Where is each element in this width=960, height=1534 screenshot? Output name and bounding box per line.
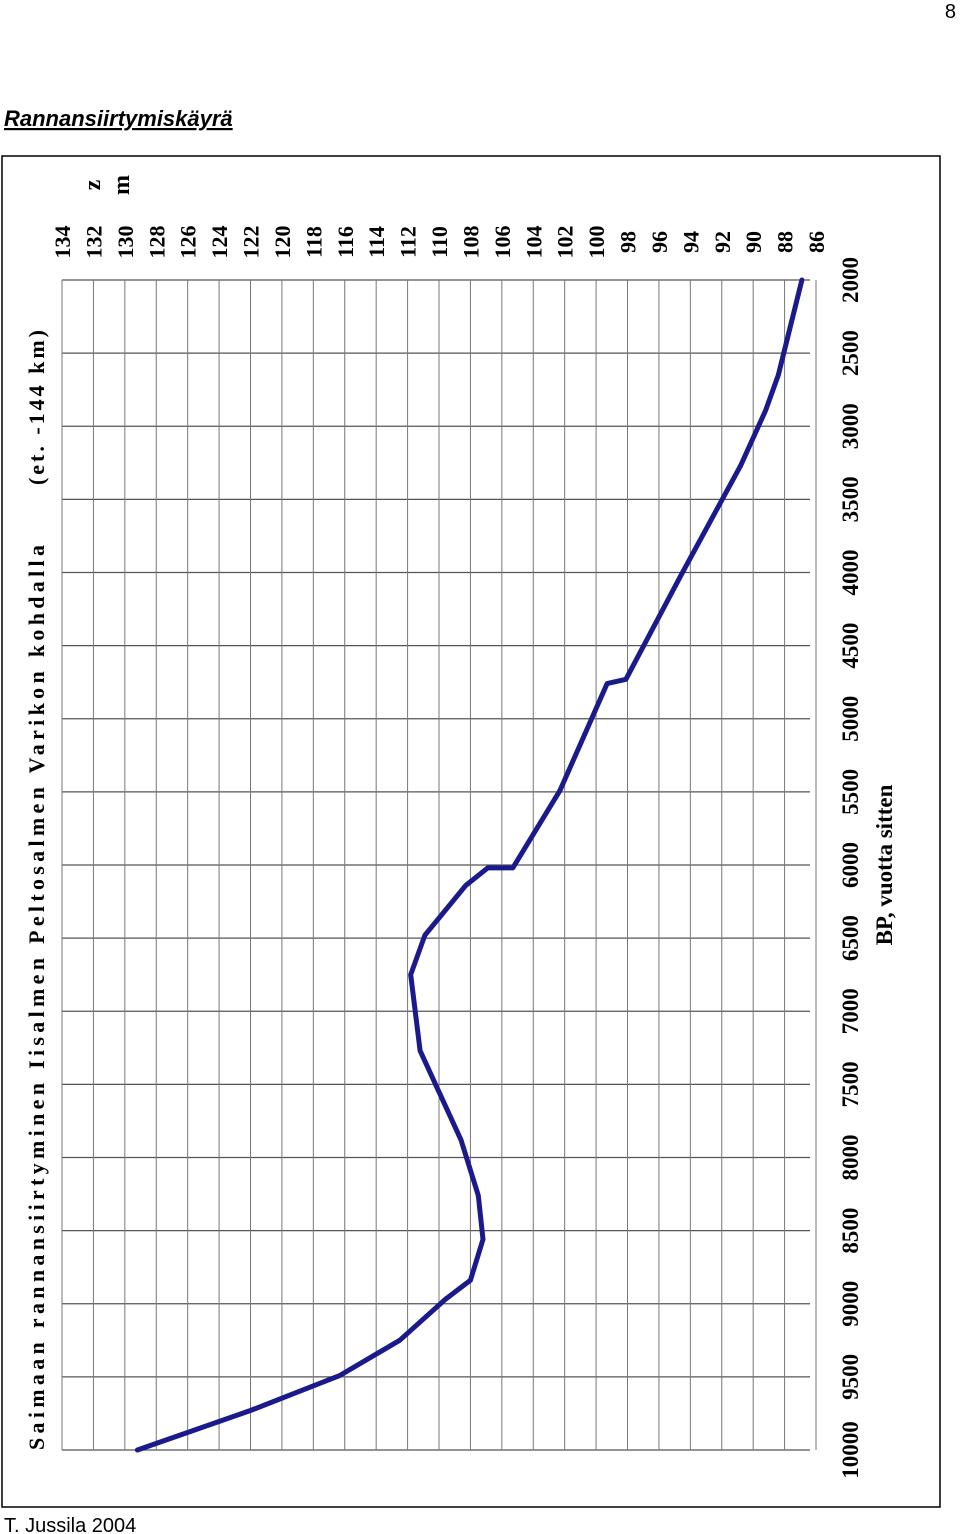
x-tick-label: 3000	[838, 403, 863, 449]
x-tick-label: 9000	[838, 1281, 863, 1327]
y-tick-label: 102	[553, 226, 578, 259]
y-tick-label: 96	[647, 231, 672, 253]
y-tick-label: 126	[176, 226, 201, 259]
x-tick-label: 10000	[838, 1421, 863, 1479]
y-tick-label: 120	[270, 226, 295, 259]
x-tick-label: 6500	[838, 915, 863, 961]
y-axis-label: z	[80, 179, 106, 190]
y-tick-label: 112	[396, 226, 421, 258]
chart: 10000 9500 9000 8500 8000 7500 7000 6500 6000 550…	[24, 175, 897, 1479]
x-tick-label: 9500	[838, 1354, 863, 1400]
x-tick-label: 7500	[838, 1061, 863, 1107]
chart-title: Saimaan rannansiirtyminen Iisalmen Pelto…	[24, 545, 49, 1450]
y-tick-label: 124	[207, 225, 232, 258]
x-tick-label: 6000	[838, 842, 863, 888]
y-axis-label: m	[109, 175, 135, 195]
chart-subtitle: (et. -144 km)	[24, 330, 49, 485]
x-tick-label: 8000	[838, 1135, 863, 1181]
y-tick-label: 130	[113, 226, 138, 259]
y-tick-label: 134	[50, 226, 75, 259]
heading: Rannansiirtymiskäyrä	[4, 106, 233, 131]
x-tick-label: 3500	[838, 476, 863, 522]
y-tick-label: 92	[710, 231, 735, 253]
x-tick-label: 4000	[838, 550, 863, 596]
x-tick-label: 4500	[838, 623, 863, 669]
y-tick-label: 104	[521, 226, 546, 259]
y-tick-label: 100	[584, 226, 609, 259]
y-tick-label: 88	[773, 231, 798, 253]
x-tick-label: 2500	[838, 330, 863, 376]
y-tick-label: 86	[804, 231, 829, 253]
data-line	[134, 277, 805, 1453]
y-tick-label: 128	[144, 226, 169, 259]
x-tick-label: 7000	[838, 988, 863, 1034]
y-tick-label: 98	[616, 231, 641, 253]
page-number: 8	[945, 1, 956, 23]
y-tick-label: 118	[301, 226, 326, 258]
y-tick-label: 132	[81, 226, 106, 259]
y-tick-label: 90	[741, 231, 766, 253]
x-tick-label: 5500	[838, 769, 863, 815]
x-tick-label: 8500	[838, 1208, 863, 1254]
y-tick-label: 114	[364, 226, 389, 258]
y-tick-label: 116	[333, 226, 358, 258]
x-axis-label: BP, vuotta sitten	[872, 784, 897, 945]
x-tick-label: 2000	[838, 257, 863, 303]
y-tick-label: 108	[458, 226, 483, 259]
y-tick-label: 122	[239, 226, 264, 259]
y-tick-label: 94	[678, 231, 703, 253]
y-tick-label: 106	[490, 226, 515, 259]
footer: T. Jussila 2004	[4, 1515, 136, 1534]
y-tick-label: 110	[427, 226, 452, 258]
chart-frame	[1, 155, 941, 1508]
x-tick-label: 5000	[838, 696, 863, 742]
